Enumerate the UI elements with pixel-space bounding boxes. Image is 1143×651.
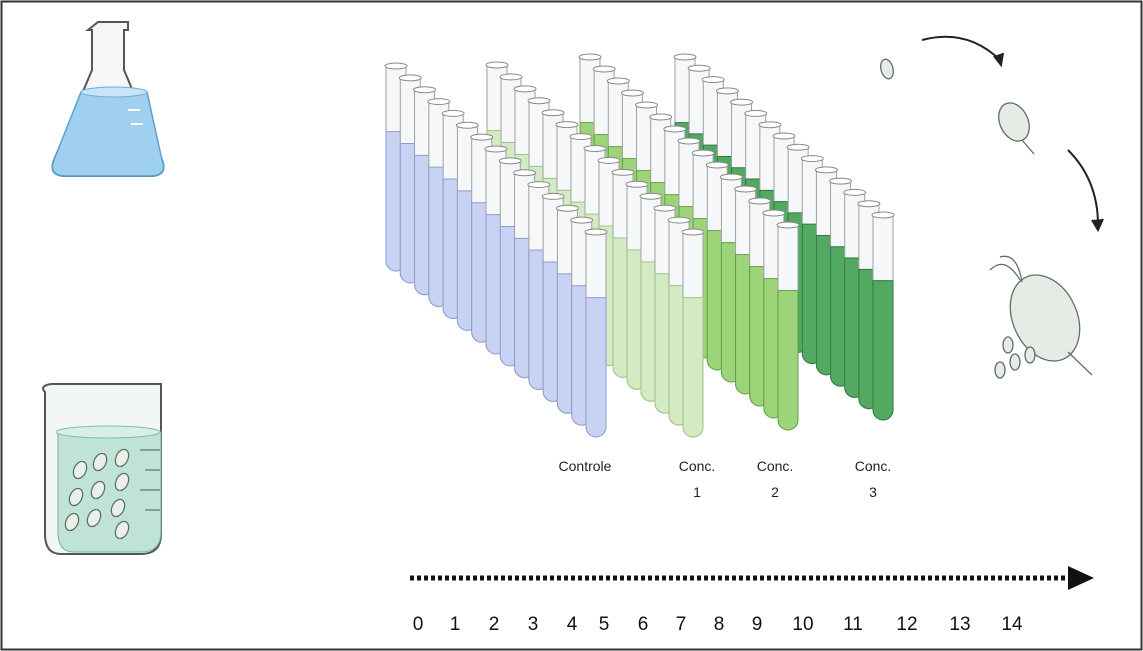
tube-rim — [745, 110, 767, 116]
day-label: 7 — [676, 614, 687, 635]
tube-liquid — [778, 291, 798, 430]
beaker — [43, 384, 161, 554]
tube-rim — [650, 114, 672, 120]
tube-rim — [844, 189, 866, 195]
tube-rim — [571, 217, 593, 223]
tube-rim — [428, 99, 450, 105]
tube-rim — [621, 90, 643, 96]
tube-rim — [702, 77, 724, 83]
tube-rim — [692, 150, 714, 156]
day-label: 5 — [599, 614, 610, 635]
tube-rim — [542, 110, 564, 116]
tube-rim — [500, 74, 522, 80]
page: {"groups": [ {"label": ["Controle"]}, {"… — [0, 0, 1143, 651]
day-label: 0 — [413, 614, 424, 635]
tube-rim — [385, 63, 407, 69]
tube-rim — [584, 146, 606, 152]
tube-rim — [640, 193, 662, 199]
tube-rim — [720, 174, 742, 180]
diagram: ControleConc.1Conc.2Conc.3 0123456789101… — [0, 0, 1143, 651]
tube-rim — [585, 229, 607, 235]
tube-liquid — [586, 298, 606, 437]
tube-rim — [542, 193, 564, 199]
day-label: 8 — [714, 614, 725, 635]
tube-rim — [528, 98, 550, 104]
tube-rim — [485, 146, 507, 152]
tube-rim — [612, 169, 634, 175]
day-label: 9 — [752, 614, 763, 635]
group-label: Conc. — [679, 458, 716, 474]
day-label: 4 — [567, 614, 578, 635]
group-label: 3 — [869, 484, 877, 500]
tube-rim — [486, 62, 508, 68]
tube-rim — [654, 205, 676, 211]
tube-rim — [514, 170, 536, 176]
tube-rim — [514, 86, 536, 92]
tube-rim — [830, 178, 852, 184]
tube-rim — [749, 198, 771, 204]
tube-rim — [579, 54, 601, 60]
tube-rim — [688, 65, 710, 71]
day-label: 10 — [792, 614, 813, 635]
tube-rim — [759, 122, 781, 128]
tube-rim — [682, 229, 704, 235]
day-label: 14 — [1001, 614, 1023, 635]
tube-rim — [664, 126, 686, 132]
tube-rim — [872, 212, 894, 218]
day-label: 11 — [843, 614, 863, 635]
group-label: Controle — [559, 458, 612, 474]
group-label: 1 — [693, 484, 701, 500]
tube-rim — [598, 157, 620, 163]
day-label: 2 — [489, 614, 500, 635]
tube-rim — [716, 88, 738, 94]
day-label: 13 — [949, 614, 970, 635]
tube-rim — [777, 222, 799, 228]
tube-rim — [858, 201, 880, 207]
tube-rim — [815, 167, 837, 173]
day-label: 1 — [450, 614, 461, 635]
group-label: Conc. — [757, 458, 794, 474]
tube-liquid — [873, 281, 893, 420]
tube-rim — [442, 110, 464, 116]
tube-rim — [499, 158, 521, 164]
tube-rim — [471, 134, 493, 140]
day-label: 6 — [638, 614, 649, 635]
tube-rim — [731, 99, 753, 105]
group-label: Conc. — [855, 458, 892, 474]
tube-rim — [674, 54, 696, 60]
tube-rim — [787, 144, 809, 150]
tube-rim — [763, 210, 785, 216]
tube-rim — [607, 78, 629, 84]
tube-rim — [528, 182, 550, 188]
tube-rim — [456, 122, 478, 128]
tube-rim — [414, 87, 436, 93]
tube-rim — [593, 66, 615, 72]
group-label: 2 — [771, 484, 779, 500]
tube-liquid — [683, 298, 703, 437]
day-label: 12 — [896, 614, 917, 635]
tube-rim — [636, 102, 658, 108]
tube-rim — [706, 162, 728, 168]
tube-rim — [399, 75, 421, 81]
tube-rim — [773, 133, 795, 139]
tube-rim — [735, 186, 757, 192]
tube-rim — [626, 181, 648, 187]
tube-rim — [556, 122, 578, 128]
tube-rim — [570, 134, 592, 140]
day-label: 3 — [528, 614, 539, 635]
tube-rim — [556, 205, 578, 211]
tube-rim — [668, 217, 690, 223]
tube-rim — [678, 138, 700, 144]
tube-rim — [801, 156, 823, 162]
